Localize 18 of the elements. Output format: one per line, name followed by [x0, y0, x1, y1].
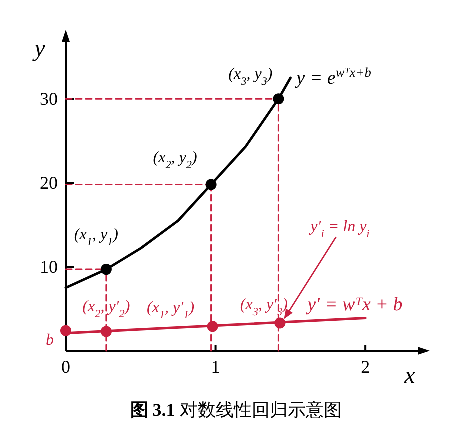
series-label: y′ = wᵀx + b [306, 294, 403, 316]
x-tick-label: 1 [211, 357, 220, 377]
annotation: (x$_{1}$, y′$_{1}$) [147, 300, 195, 322]
annotation: (x$_{3}$, y$_{3}$) [228, 66, 273, 88]
annotation: (x$_{2}$, y′$_{2}$) [82, 298, 130, 321]
y-tick-label: 20 [40, 173, 58, 194]
series-label: y = e$^{wᵀx+b}$ [294, 64, 372, 90]
x-axis-title: x [404, 363, 416, 389]
text: 图 3.1 对数线性回归示意图 [130, 400, 342, 420]
x-tick-label: 2 [361, 357, 370, 377]
annotation: (x$_{1}$, y$_{1}$) [74, 226, 118, 249]
x-tick-label: 0 [62, 357, 70, 377]
annotation: (x$_{2}$, y$_{2}$) [153, 150, 198, 172]
y-tick-label: 10 [40, 257, 58, 278]
annotation: b [46, 332, 54, 349]
y-tick-label: 30 [40, 89, 58, 110]
annotation: y′$_{i}$ = ln y$_{i}$ [308, 218, 370, 240]
y-axis-title: y [32, 36, 46, 62]
